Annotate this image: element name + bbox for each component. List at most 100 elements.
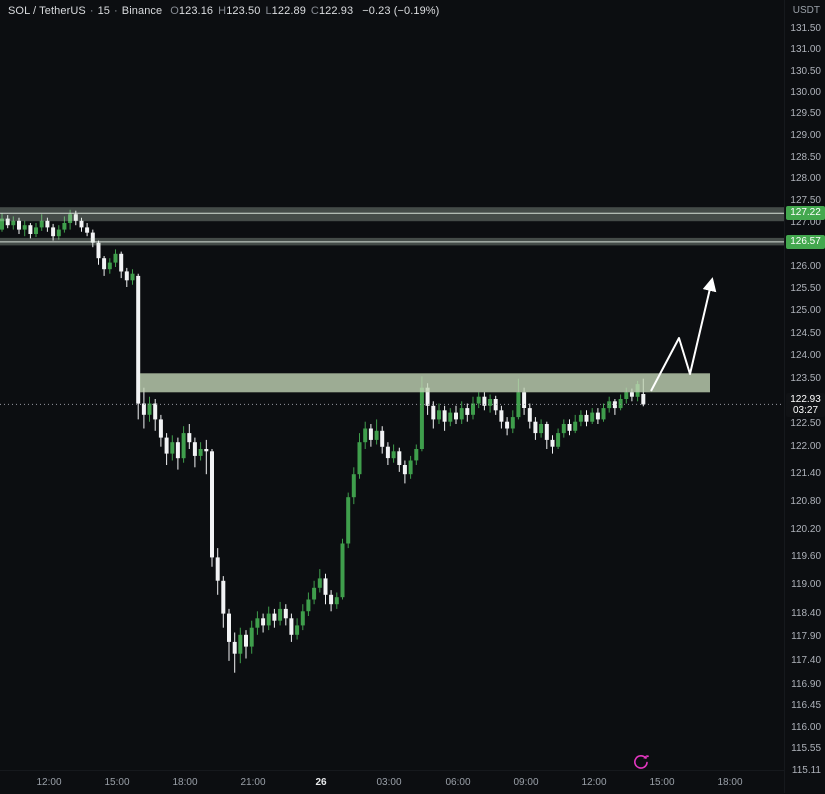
candle-body — [448, 412, 453, 422]
time-axis[interactable]: 12:00 15:00 18:00 21:00 26 03:00 06:00 09:00 12:… — [0, 770, 784, 794]
candle-body — [527, 408, 532, 422]
candle-body — [533, 421, 538, 434]
candle-body — [5, 218, 10, 226]
candle-body — [85, 227, 90, 233]
candle-body — [573, 421, 578, 431]
candle-body — [164, 437, 169, 454]
symbol-name[interactable]: SOL / TetherUS — [8, 5, 86, 17]
candlestick-chart[interactable] — [0, 0, 784, 770]
price-axis-label: 116.90 — [791, 679, 821, 690]
candle-body — [73, 214, 78, 221]
candle-body — [295, 625, 300, 635]
price-axis-label: 115.11 — [791, 765, 821, 776]
price-axis-label: 127.50 — [790, 195, 821, 206]
up-arrow-drawing[interactable] — [650, 277, 717, 392]
candle-body — [346, 497, 351, 544]
candle-body — [624, 392, 629, 399]
candle-body — [255, 618, 260, 628]
candle-body — [380, 430, 385, 447]
price-axis-label: 126.00 — [790, 261, 821, 272]
candle-body — [550, 439, 555, 447]
candle-body — [607, 401, 612, 409]
interval-label[interactable]: 15 — [97, 5, 111, 17]
price-axis-label: 129.00 — [790, 130, 821, 141]
candle-body — [215, 557, 220, 581]
candle-body — [442, 410, 447, 422]
time-axis-label: 26 — [315, 777, 327, 788]
candle-body — [334, 597, 339, 605]
candle-body — [51, 227, 56, 237]
candle-body — [170, 442, 175, 454]
candle-body — [130, 273, 135, 281]
price-level-badge: 126.57 — [786, 235, 825, 249]
resistance-band[interactable] — [0, 207, 784, 222]
price-axis-label: 128.00 — [790, 173, 821, 184]
price-axis-label: 117.90 — [791, 631, 821, 642]
time-axis-label: 12:00 — [36, 777, 62, 788]
demand-zone-rect[interactable] — [140, 373, 710, 393]
high-value: 123.50 — [226, 5, 261, 17]
candle-body — [544, 424, 549, 440]
price-axis-label: 121.40 — [790, 468, 821, 479]
price-axis-label: 119.00 — [791, 579, 821, 590]
candle-body — [141, 403, 146, 415]
candle-body — [113, 253, 118, 263]
candle-body — [192, 442, 197, 456]
candle-body — [357, 442, 362, 475]
chart-legend[interactable]: SOL / TetherUS · 15 · Binance O123.16 H123.50 L… — [8, 5, 439, 17]
candle-body — [56, 229, 61, 237]
price-axis[interactable]: USDT 131.50 131.00 130.50 130.00 129.50 129.0… — [784, 0, 825, 793]
candle-body — [510, 417, 515, 429]
candle-body — [584, 414, 589, 422]
price-axis-label: 120.80 — [790, 496, 821, 507]
candle-body — [227, 613, 231, 642]
candle-body — [505, 421, 510, 429]
chart-pane[interactable]: SOL / TetherUS · 15 · Binance O123.16 H123.50 L… — [0, 0, 784, 770]
candle-body — [629, 392, 634, 397]
candle-body — [289, 618, 294, 635]
candle-body — [397, 451, 402, 465]
candle-body — [516, 392, 521, 418]
candle-body — [62, 223, 67, 230]
candle-body — [522, 392, 527, 408]
price-axis-label: 116.00 — [791, 722, 821, 733]
candle-body — [261, 618, 266, 626]
price-axis-label: 127.00 — [790, 217, 821, 228]
price-axis-label: 115.55 — [791, 743, 821, 754]
candle-body — [419, 387, 424, 449]
candle-body — [158, 419, 163, 438]
price-axis-label: 122.00 — [790, 441, 821, 452]
candle-body — [266, 613, 271, 626]
price-axis-label: 130.00 — [790, 87, 821, 98]
refresh-sparkle-icon[interactable] — [631, 753, 650, 770]
candle-body — [45, 220, 50, 228]
candle-body — [17, 220, 21, 230]
time-axis-label: 06:00 — [445, 777, 471, 788]
candle-body — [232, 641, 237, 654]
candle-body — [578, 414, 583, 422]
candle-body — [22, 225, 27, 230]
candle-body — [351, 474, 356, 498]
candle-body — [431, 405, 436, 420]
candle-body — [363, 428, 368, 443]
time-axis-label: 18:00 — [717, 777, 743, 788]
low-label: L — [265, 5, 272, 17]
candle-body — [119, 253, 124, 272]
candle-body — [221, 580, 226, 614]
price-axis-label: 122.50 — [790, 418, 821, 429]
candle-body — [306, 599, 311, 612]
price-axis-label: 116.45 — [791, 700, 821, 711]
separator: · — [114, 5, 118, 17]
candle-body — [210, 451, 214, 558]
time-axis-label: 15:00 — [104, 777, 130, 788]
price-axis-label: 119.60 — [791, 551, 821, 562]
candle-body — [329, 594, 334, 605]
candle-body — [414, 449, 419, 461]
candle-body — [68, 214, 73, 223]
low-value: 122.89 — [271, 5, 306, 17]
candle-body — [482, 396, 487, 406]
current-price-badge: 122.93 03:27 — [786, 393, 825, 417]
candle-body — [499, 410, 504, 422]
candle-body — [34, 227, 38, 234]
